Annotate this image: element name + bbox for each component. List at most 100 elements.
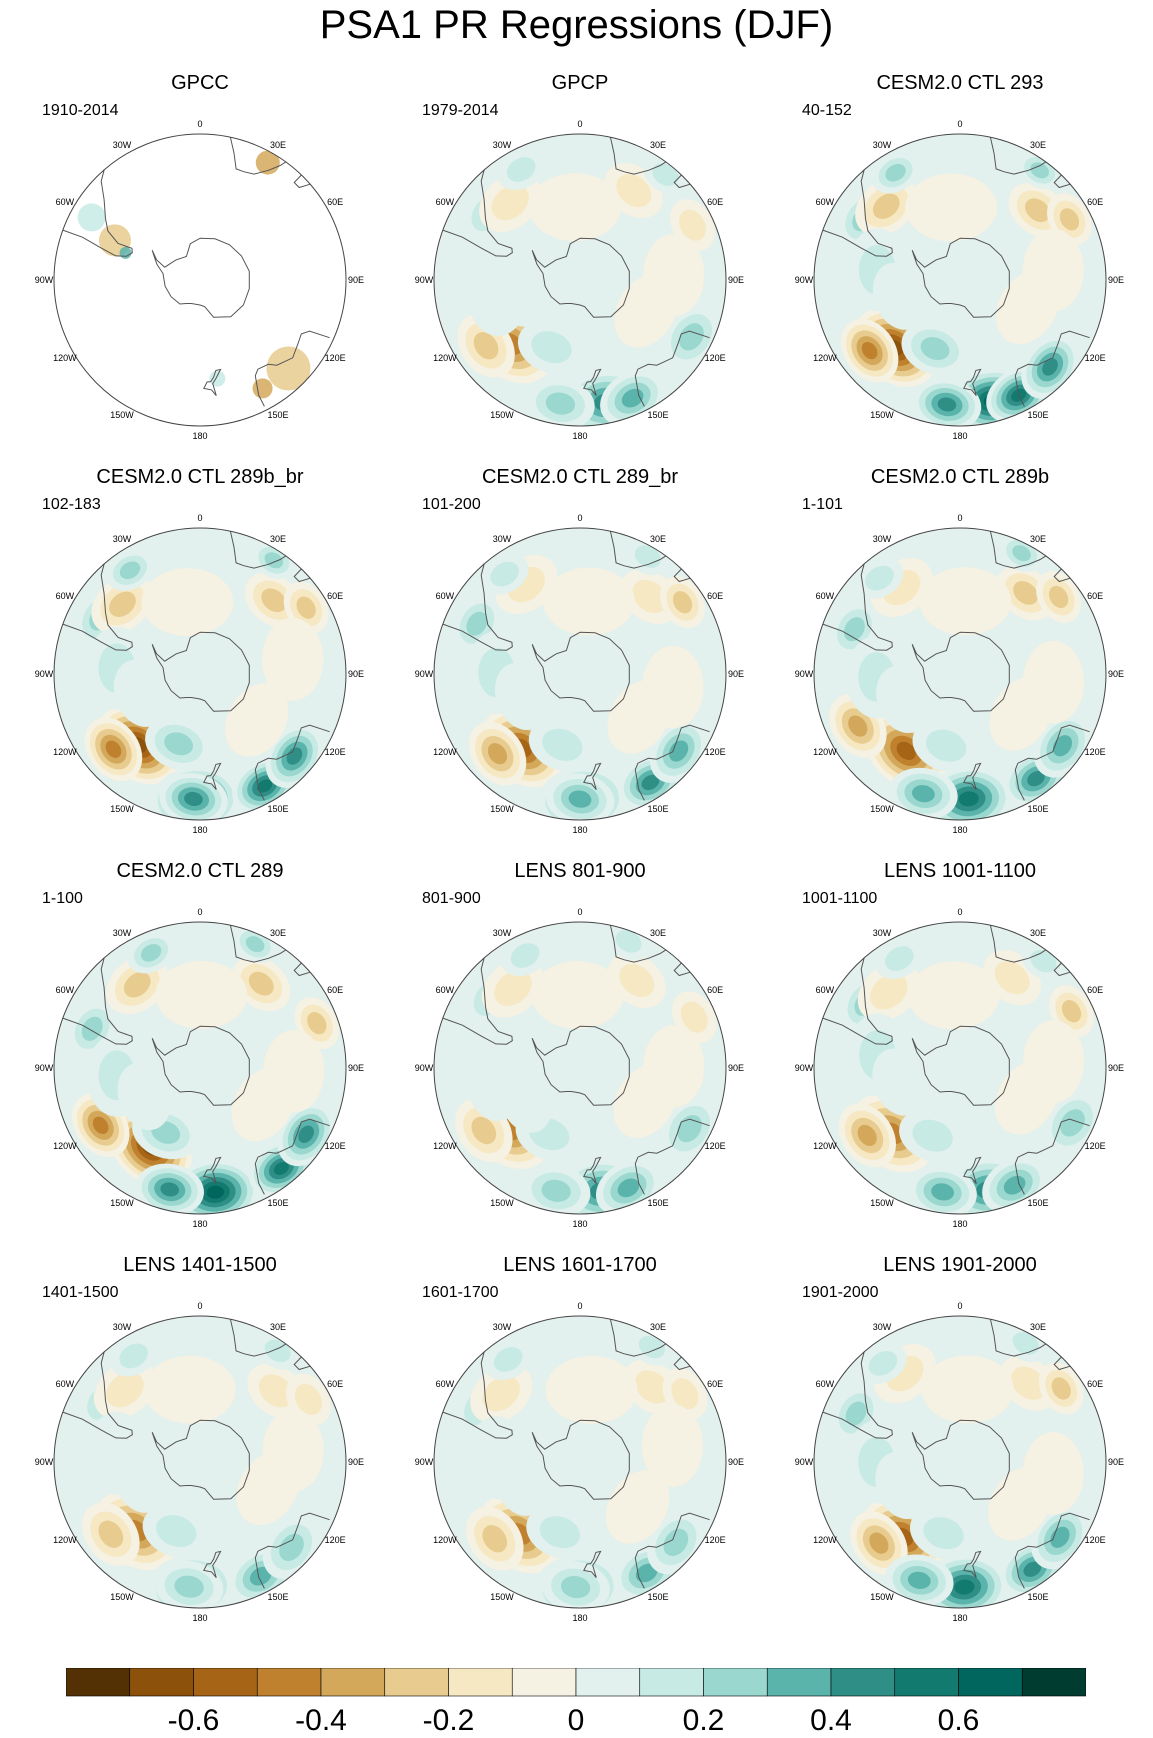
field-contour (545, 392, 576, 415)
longitude-label: 90E (348, 275, 364, 285)
field-contour (931, 1183, 955, 1201)
longitude-label: 60W (56, 197, 75, 207)
longitude-label: 180 (572, 1613, 587, 1623)
coastline (583, 368, 602, 397)
field-contour (672, 591, 693, 614)
coastline (989, 925, 1047, 963)
longitude-label: 30W (493, 140, 512, 150)
field-contour (279, 1533, 304, 1561)
field-contour (1030, 162, 1049, 179)
panel-title: LENS 1901-2000 (883, 1254, 1037, 1276)
longitude-label: 60E (1087, 591, 1103, 601)
field-contour (907, 1571, 931, 1589)
field-contour (141, 568, 234, 637)
colorbar-swatch (766, 1668, 832, 1697)
field-contour (286, 747, 303, 765)
field-contour (989, 676, 1053, 751)
field-contour (258, 1374, 294, 1408)
coastline (911, 1025, 1010, 1106)
map-panel: GPCC 0 30E 60E 90E 120E 150E 180 150W 120W 90W 60W 3… (10, 72, 390, 464)
field-contour (1042, 358, 1058, 376)
field-contour (539, 1516, 581, 1549)
panel-title: GPCP (551, 72, 609, 94)
coastline (911, 237, 1010, 318)
polar-map: 0 30E 60E 90E 120E 150E 180 150W 120W 90W 60W 30W (415, 119, 744, 441)
longitude-label: 90E (1108, 669, 1124, 679)
map-panel: LENS 1001-1100 0 30E 60E 90E 120E 150E 180 150W 1… (770, 860, 1150, 1252)
field-contour (261, 588, 287, 613)
longitude-label: 150E (647, 1592, 668, 1602)
map-boundary (813, 921, 1107, 1215)
longitude-label: 150W (110, 410, 134, 420)
colorbar-swatch (256, 1668, 322, 1697)
longitude-label: 60E (327, 1379, 343, 1389)
field-contour (164, 732, 194, 756)
field-contour (487, 743, 508, 765)
field-contour (845, 1401, 867, 1426)
field-contour (885, 163, 906, 182)
field-contour (1013, 581, 1039, 605)
longitude-label: 90E (728, 1063, 744, 1073)
field-contour (298, 1125, 314, 1143)
longitude-label: 30W (873, 140, 892, 150)
coastline (911, 631, 1010, 712)
panel-period: 801-900 (422, 890, 481, 907)
panel-period: 1901-2000 (802, 1284, 879, 1301)
panel-title: CESM2.0 CTL 289b (870, 466, 1050, 488)
field-contour (616, 174, 652, 208)
longitude-label: 120W (53, 747, 77, 757)
field-contour (160, 1182, 180, 1197)
field-contour (471, 1116, 497, 1145)
longitude-label: 0 (197, 1301, 202, 1311)
polar-map: 0 30E 60E 90E 120E 150E 180 150W 120W 90W 60W 30W (35, 119, 364, 441)
field-patch (209, 370, 226, 387)
longitude-label: 120E (705, 1535, 726, 1545)
map-panel: LENS 1601-1700 0 30E 60E 90E 120E 150E 180 150W 1… (390, 1254, 770, 1646)
longitude-label: 120W (433, 1141, 457, 1151)
map-boundary (53, 527, 347, 821)
field-contour (531, 331, 572, 364)
field-contour (106, 1371, 144, 1408)
field-contour (560, 1576, 591, 1599)
map-panel: LENS 801-900 0 30E 60E 90E 120E 150E 180 150W 120… (390, 860, 770, 1252)
field-contour (1003, 1175, 1026, 1195)
field-contour (307, 1012, 327, 1035)
longitude-label: 120E (325, 1535, 346, 1545)
longitude-label: 30W (493, 534, 512, 544)
longitude-label: 150E (647, 410, 668, 420)
coastline (1053, 962, 1071, 977)
coastline (609, 1319, 667, 1357)
colorbar-swatch (1021, 1668, 1086, 1697)
colorbar-swatch (894, 1668, 959, 1697)
field-contour (872, 262, 927, 330)
panel-period: 1401-1500 (42, 1284, 119, 1301)
map-panel: LENS 1401-1500 0 30E 60E 90E 120E 150E 180 150W 1… (10, 1254, 390, 1646)
longitude-label: 180 (192, 431, 207, 441)
field-contour (249, 1566, 272, 1586)
field-contour (81, 1016, 103, 1041)
longitude-label: 30E (270, 1322, 286, 1332)
field-contour (635, 1370, 670, 1404)
field-contour (857, 1124, 877, 1147)
field-contour (641, 1404, 704, 1488)
coastline (442, 169, 513, 257)
field-contour (920, 337, 950, 361)
field-contour (294, 1383, 322, 1416)
field-contour (296, 596, 316, 619)
coastline (583, 1550, 602, 1579)
field-contour (876, 665, 930, 734)
coastline (203, 368, 222, 397)
longitude-label: 30E (650, 534, 666, 544)
coastline (151, 237, 250, 318)
longitude-label: 120W (813, 353, 837, 363)
longitude-label: 150W (110, 1198, 134, 1208)
longitude-label: 120E (1085, 1535, 1106, 1545)
coastline (151, 631, 250, 712)
coastline (634, 724, 710, 801)
field-contour (954, 1579, 975, 1595)
longitude-label: 30E (1030, 1322, 1046, 1332)
longitude-label: 90W (35, 1457, 54, 1467)
field-contour (912, 1119, 953, 1152)
longitude-label: 180 (192, 1219, 207, 1229)
field-contour (635, 1563, 658, 1583)
